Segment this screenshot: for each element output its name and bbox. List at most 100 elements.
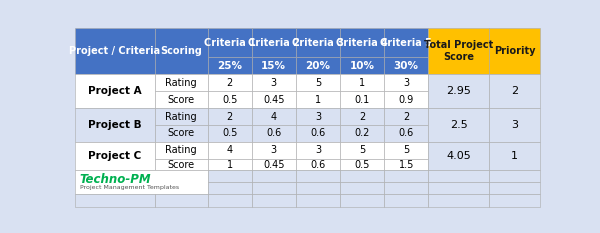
Bar [296, 108, 340, 125]
Bar [252, 182, 296, 194]
Bar [208, 182, 252, 194]
Bar [75, 194, 155, 207]
Text: 3: 3 [315, 112, 321, 122]
Text: 10%: 10% [350, 61, 374, 71]
Bar [75, 74, 155, 108]
Bar [208, 170, 252, 182]
Bar [296, 125, 340, 142]
Bar [384, 159, 428, 170]
Text: Criteria 4: Criteria 4 [336, 38, 388, 48]
Bar [296, 182, 340, 194]
Bar [296, 74, 340, 91]
Bar [428, 194, 489, 207]
Text: 5: 5 [315, 78, 321, 88]
Bar [252, 194, 296, 207]
Bar [340, 91, 384, 108]
Bar [340, 194, 384, 207]
Bar [384, 170, 428, 182]
Bar [428, 182, 489, 194]
Bar [340, 28, 384, 57]
Text: Techno-PM: Techno-PM [80, 173, 151, 186]
Bar [296, 91, 340, 108]
Bar [296, 28, 340, 57]
Bar [384, 194, 428, 207]
Bar [208, 74, 252, 91]
Text: 5: 5 [403, 145, 409, 155]
Bar [155, 28, 208, 74]
Bar [208, 194, 252, 207]
Bar [340, 74, 384, 91]
Bar [384, 142, 428, 159]
Bar [208, 57, 252, 74]
Text: Scoring: Scoring [160, 46, 202, 56]
Text: Priority: Priority [494, 46, 535, 56]
Text: Project Management Templates: Project Management Templates [80, 185, 179, 189]
Text: Score: Score [167, 95, 195, 105]
Bar [340, 142, 384, 159]
Text: 2.95: 2.95 [446, 86, 471, 96]
Text: 0.5: 0.5 [222, 95, 238, 105]
Bar [296, 142, 340, 159]
Text: 2.5: 2.5 [450, 120, 467, 130]
Text: Criteria 5: Criteria 5 [380, 38, 432, 48]
Text: 2: 2 [359, 112, 365, 122]
Text: Score: Score [167, 128, 195, 138]
Bar [384, 182, 428, 194]
Text: 2: 2 [226, 78, 233, 88]
Text: 0.9: 0.9 [398, 95, 414, 105]
Bar [252, 57, 296, 74]
Text: 3: 3 [271, 145, 277, 155]
Text: 25%: 25% [217, 61, 242, 71]
Text: 0.6: 0.6 [310, 160, 326, 170]
Bar [155, 159, 208, 170]
Bar [428, 170, 489, 182]
Bar [489, 182, 540, 194]
Bar [208, 142, 252, 159]
Bar [296, 194, 340, 207]
Text: 2: 2 [511, 86, 518, 96]
Text: 1: 1 [227, 160, 233, 170]
Text: 3: 3 [271, 78, 277, 88]
Text: 0.2: 0.2 [355, 128, 370, 138]
Text: 15%: 15% [261, 61, 286, 71]
Bar [252, 28, 296, 57]
Bar [252, 159, 296, 170]
Bar [296, 159, 340, 170]
Text: 0.5: 0.5 [222, 128, 238, 138]
Bar [155, 74, 208, 91]
Text: Criteria 2: Criteria 2 [248, 38, 300, 48]
Text: 0.5: 0.5 [355, 160, 370, 170]
Bar [75, 142, 155, 170]
Bar [75, 28, 155, 74]
Bar [155, 194, 208, 207]
Bar [489, 28, 540, 74]
Text: 0.6: 0.6 [266, 128, 281, 138]
Text: Total Project
Score: Total Project Score [424, 40, 493, 62]
Bar [384, 28, 428, 57]
Bar [384, 108, 428, 125]
Bar [155, 91, 208, 108]
Text: 3: 3 [315, 145, 321, 155]
Bar [75, 108, 155, 142]
Text: 30%: 30% [394, 61, 419, 71]
Text: 4: 4 [271, 112, 277, 122]
Text: 1: 1 [315, 95, 321, 105]
Text: 2: 2 [226, 112, 233, 122]
Text: Score: Score [167, 160, 195, 170]
Text: Criteria 1: Criteria 1 [203, 38, 256, 48]
Bar [252, 74, 296, 91]
Bar [384, 91, 428, 108]
Bar [428, 142, 489, 170]
Bar [155, 108, 208, 125]
Text: Project / Criteria: Project / Criteria [70, 46, 160, 56]
Bar [155, 142, 208, 159]
Bar [428, 74, 489, 108]
Bar [155, 125, 208, 142]
Bar [489, 194, 540, 207]
Bar [208, 125, 252, 142]
Bar [428, 28, 489, 74]
Text: 0.6: 0.6 [310, 128, 326, 138]
Bar [208, 91, 252, 108]
Text: Rating: Rating [166, 78, 197, 88]
Bar [489, 74, 540, 108]
